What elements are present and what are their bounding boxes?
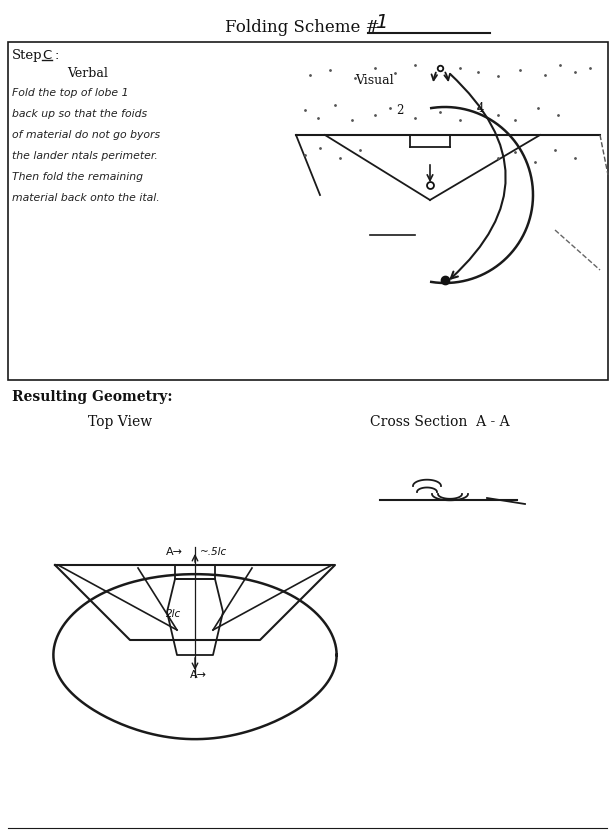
Text: :: : [54,48,58,62]
Text: Then fold the remaining: Then fold the remaining [12,172,143,182]
Text: C: C [42,48,51,62]
Text: 2lc: 2lc [166,609,181,619]
Text: A→: A→ [190,670,207,680]
Text: Resulting Geometry:: Resulting Geometry: [12,390,172,404]
Text: Verbal: Verbal [68,67,108,79]
Text: Step: Step [12,48,42,62]
Text: 4: 4 [476,102,484,114]
Text: material back onto the ital.: material back onto the ital. [12,193,160,203]
Text: Top View: Top View [88,415,152,429]
Text: 1: 1 [375,12,387,32]
Text: Folding Scheme #: Folding Scheme # [225,18,379,36]
Text: of material do not go byors: of material do not go byors [12,130,160,140]
Bar [8,42,608,380]
Text: Fold the top of lobe 1: Fold the top of lobe 1 [12,88,129,98]
Text: Visual: Visual [355,73,394,87]
FancyArrowPatch shape [450,74,506,278]
Text: A→: A→ [166,547,183,557]
Text: Cross Section  A - A: Cross Section A - A [370,415,510,429]
Text: 2: 2 [396,103,403,117]
Text: the lander ntals perimeter.: the lander ntals perimeter. [12,151,158,161]
Text: back up so that the foids: back up so that the foids [12,109,147,119]
Text: ~.5lc: ~.5lc [200,547,228,557]
